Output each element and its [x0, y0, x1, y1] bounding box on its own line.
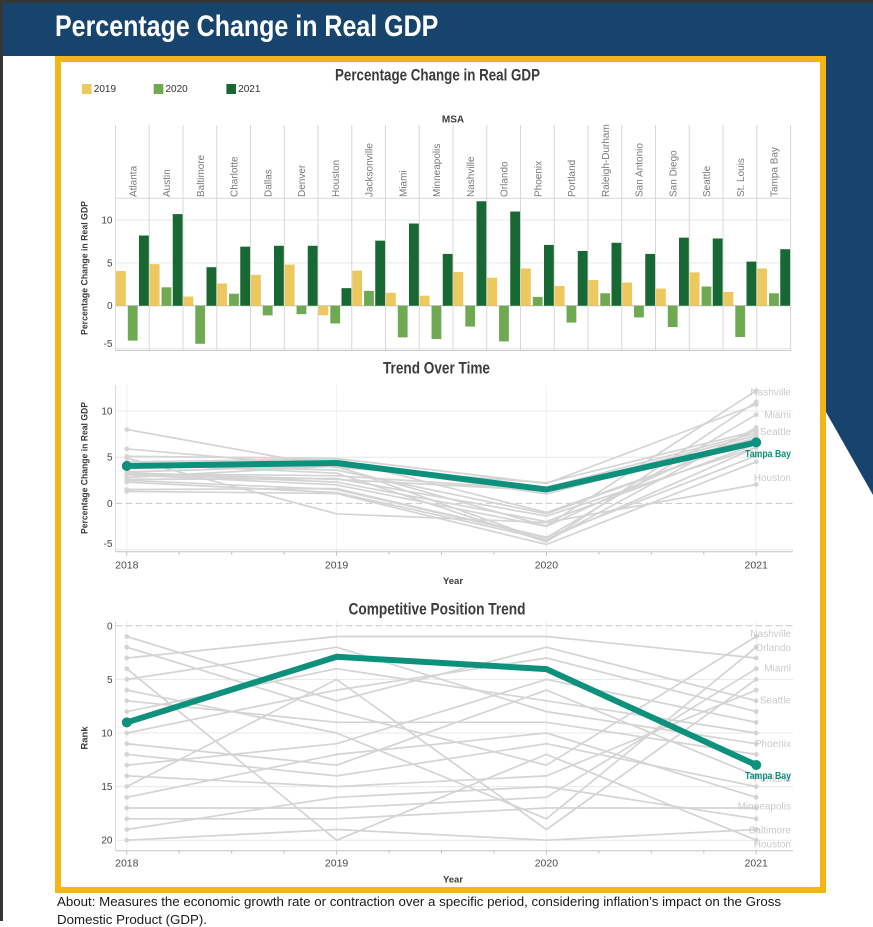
svg-text:Charlotte: Charlotte — [230, 156, 241, 197]
svg-text:15: 15 — [101, 782, 113, 793]
svg-text:Nashville: Nashville — [750, 629, 791, 640]
svg-text:Houston: Houston — [754, 473, 791, 484]
svg-text:Minneapolis: Minneapolis — [432, 144, 443, 197]
svg-text:5: 5 — [107, 258, 113, 269]
svg-text:2020: 2020 — [535, 560, 559, 572]
svg-text:2019: 2019 — [325, 560, 349, 572]
svg-text:10: 10 — [101, 729, 113, 740]
svg-text:Baltimore: Baltimore — [749, 825, 792, 836]
svg-text:5: 5 — [107, 675, 113, 686]
svg-text:Tampa Bay: Tampa Bay — [745, 770, 791, 782]
svg-text:2021: 2021 — [745, 857, 769, 869]
svg-text:Raleigh-Durham: Raleigh-Durham — [601, 124, 612, 197]
svg-text:Tampa Bay: Tampa Bay — [745, 448, 791, 460]
svg-text:Miami: Miami — [764, 410, 791, 421]
svg-text:Dallas: Dallas — [263, 169, 274, 197]
svg-text:Percentage Change in Real GDP: Percentage Change in Real GDP — [80, 200, 91, 335]
svg-text:Nashville: Nashville — [750, 387, 791, 398]
svg-text:2018: 2018 — [115, 560, 139, 572]
svg-text:Phoenix: Phoenix — [755, 739, 791, 750]
svg-text:Seattle: Seattle — [760, 427, 792, 438]
svg-text:Year: Year — [443, 875, 463, 886]
svg-text:-5: -5 — [104, 539, 113, 550]
svg-text:10: 10 — [101, 216, 113, 227]
svg-text:Jacksonville: Jacksonville — [365, 143, 376, 197]
svg-text:0: 0 — [107, 621, 113, 632]
svg-text:Houston: Houston — [754, 839, 791, 850]
svg-text:0: 0 — [107, 499, 113, 510]
svg-text:Trend Over Time: Trend Over Time — [383, 359, 490, 378]
svg-text:Rank: Rank — [80, 726, 91, 750]
svg-text:Portland: Portland — [567, 160, 578, 197]
svg-text:Denver: Denver — [297, 164, 308, 197]
svg-text:2020: 2020 — [535, 857, 559, 869]
svg-text:Orlando: Orlando — [755, 643, 791, 654]
svg-text:MSA: MSA — [442, 115, 464, 126]
svg-text:Austin: Austin — [162, 169, 173, 197]
svg-text:Miami: Miami — [764, 664, 791, 675]
svg-text:Nashville: Nashville — [466, 156, 477, 197]
svg-text:Seattle: Seattle — [760, 696, 792, 707]
svg-text:Orlando: Orlando — [500, 161, 511, 197]
svg-text:20: 20 — [101, 836, 113, 847]
svg-text:Portland: Portland — [754, 774, 791, 785]
svg-text:2019: 2019 — [325, 857, 349, 869]
svg-text:10: 10 — [101, 407, 113, 418]
svg-text:2021: 2021 — [745, 560, 769, 572]
svg-text:-5: -5 — [104, 339, 113, 350]
svg-text:0: 0 — [107, 301, 113, 312]
svg-text:Seattle: Seattle — [702, 165, 713, 197]
svg-text:Atlanta: Atlanta — [128, 165, 139, 197]
svg-text:Miami: Miami — [398, 170, 409, 197]
svg-text:Percentage Change in Real GDP: Percentage Change in Real GDP — [80, 401, 91, 534]
svg-text:Competitive Position Trend: Competitive Position Trend — [349, 600, 526, 619]
svg-text:2020: 2020 — [166, 84, 189, 95]
svg-text:San Diego: San Diego — [668, 150, 679, 197]
svg-text:Percentage Change in Real GDP: Percentage Change in Real GDP — [335, 66, 540, 85]
svg-text:Houston: Houston — [331, 160, 342, 197]
svg-text:Tampa Bay: Tampa Bay — [770, 147, 781, 197]
svg-text:Baltimore: Baltimore — [196, 154, 207, 197]
svg-text:Phoenix: Phoenix — [533, 161, 544, 197]
svg-text:St. Louis: St. Louis — [736, 158, 747, 197]
svg-text:2018: 2018 — [115, 857, 139, 869]
svg-text:Minneapolis: Minneapolis — [738, 801, 791, 812]
svg-text:5: 5 — [107, 453, 113, 464]
svg-text:2021: 2021 — [238, 84, 261, 95]
svg-text:San Antonio: San Antonio — [635, 143, 646, 197]
svg-text:2019: 2019 — [94, 84, 117, 95]
svg-text:Year: Year — [443, 576, 463, 587]
